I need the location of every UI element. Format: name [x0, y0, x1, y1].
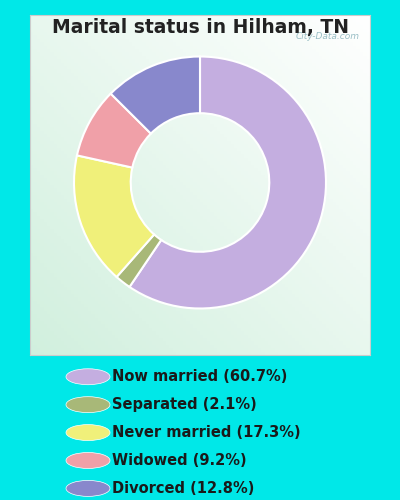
Text: Separated (2.1%): Separated (2.1%) [112, 397, 257, 412]
Wedge shape [117, 234, 161, 287]
Text: Marital status in Hilham, TN: Marital status in Hilham, TN [52, 18, 348, 36]
Circle shape [66, 452, 110, 468]
Circle shape [66, 424, 110, 440]
Wedge shape [130, 56, 326, 308]
Circle shape [66, 369, 110, 384]
Text: Now married (60.7%): Now married (60.7%) [112, 369, 287, 384]
Text: Divorced (12.8%): Divorced (12.8%) [112, 481, 254, 496]
Wedge shape [111, 56, 200, 134]
Text: Never married (17.3%): Never married (17.3%) [112, 425, 301, 440]
Wedge shape [74, 156, 154, 277]
Circle shape [66, 480, 110, 496]
Text: City-Data.com: City-Data.com [296, 32, 360, 41]
Text: Widowed (9.2%): Widowed (9.2%) [112, 453, 247, 468]
Circle shape [66, 396, 110, 412]
Wedge shape [77, 94, 151, 168]
